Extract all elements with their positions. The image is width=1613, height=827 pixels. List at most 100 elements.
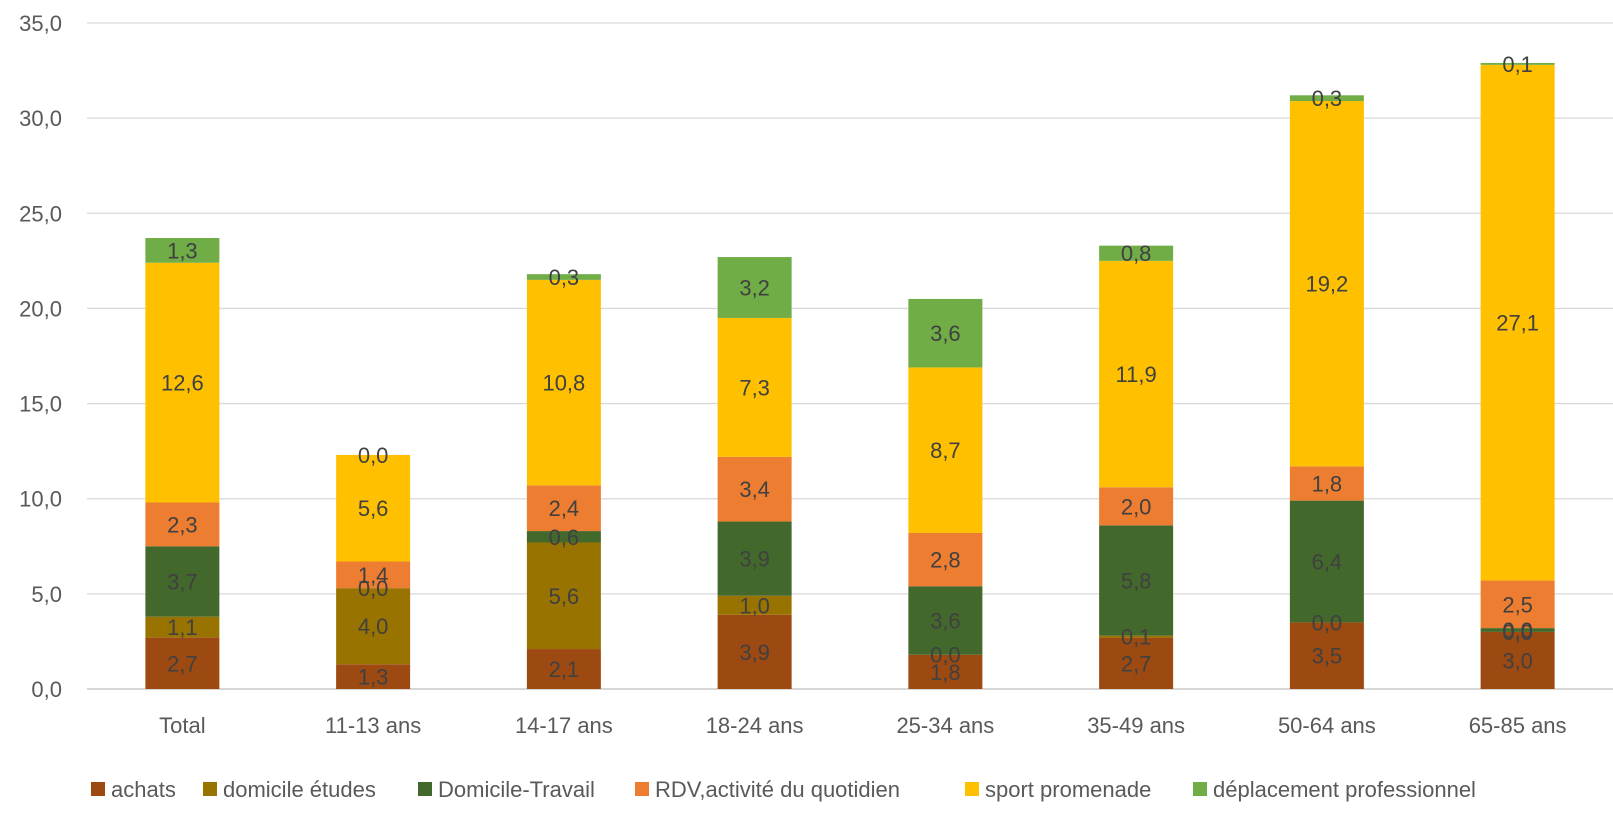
bar-segment [908, 532, 983, 587]
legend-label: déplacement professionnel [1213, 777, 1476, 802]
data-label: 19,2 [1305, 272, 1348, 297]
data-label: 1,3 [167, 238, 198, 263]
y-tick-label: 35,0 [19, 11, 62, 36]
bar-segment [1480, 62, 1555, 65]
data-label: 0,8 [1121, 241, 1152, 266]
bar-segment [526, 542, 601, 650]
bar-segment [1099, 637, 1174, 689]
data-label: 3,4 [739, 477, 770, 502]
data-label: 3,0 [1502, 648, 1533, 673]
x-axis: Total 11-13 ans 14-17 ans 18-24 ans 25-34 an… [159, 713, 1566, 738]
gridlines [87, 22, 1613, 690]
bar-segment [145, 262, 220, 503]
y-tick-label: 25,0 [19, 201, 62, 226]
bar-segment [717, 595, 792, 615]
y-tick-label: 15,0 [19, 392, 62, 417]
bar-segment [1099, 245, 1174, 261]
data-label: 6,4 [1312, 550, 1343, 575]
data-labels: 2,71,13,72,312,61,31,34,00,01,45,60,02,1… [161, 52, 1539, 690]
bar-segment [1289, 95, 1364, 102]
legend-swatch [418, 782, 432, 796]
data-label: 2,0 [1121, 494, 1152, 519]
bar-segment [717, 317, 792, 457]
data-label: 8,7 [930, 438, 961, 463]
data-label: 2,5 [1502, 592, 1533, 617]
bar-segment [336, 454, 411, 562]
data-label: 0,3 [1312, 86, 1343, 111]
data-label: 5,8 [1121, 569, 1152, 594]
bar-segment [1480, 631, 1555, 689]
legend-swatch [635, 782, 649, 796]
legend-label: sport promenade [985, 777, 1151, 802]
bar-segment [908, 367, 983, 533]
bar-segment [908, 654, 983, 689]
bar-segment [145, 546, 220, 617]
legend-swatch [1193, 782, 1207, 796]
bar-segment [1480, 628, 1555, 632]
bar-segment [1099, 635, 1174, 638]
data-label: 0,0 [930, 643, 961, 668]
bar-segment [145, 616, 220, 638]
x-tick-label: 50-64 ans [1278, 713, 1376, 738]
y-axis: 0,0 5,0 10,0 15,0 20,0 25,0 30,0 35,0 [19, 11, 62, 702]
bar-segment [1099, 487, 1174, 526]
data-label: 7,3 [739, 375, 770, 400]
bar-segment [526, 649, 601, 689]
bar-segment [145, 238, 220, 263]
legend: achats domicile études Domicile-Travail RDV… [91, 777, 1476, 802]
legend-label: Domicile-Travail [438, 777, 595, 802]
data-label: 2,7 [167, 651, 198, 676]
bar-segment [1289, 622, 1364, 689]
legend-swatch [91, 782, 105, 796]
bar-segment [336, 561, 411, 589]
legend-label: RDV,activité du quotidien [655, 777, 900, 802]
y-tick-label: 10,0 [19, 487, 62, 512]
data-label: 5,6 [358, 496, 389, 521]
bar-segment [526, 279, 601, 486]
legend-label: domicile études [223, 777, 376, 802]
bar-segment [908, 298, 983, 368]
legend-swatch [203, 782, 217, 796]
data-label: 2,7 [1121, 651, 1152, 676]
bar-segment [1480, 64, 1555, 581]
data-label: 3,2 [739, 275, 770, 300]
bar-segment [717, 456, 792, 522]
data-label: 1,0 [739, 593, 770, 618]
bar-segment [526, 485, 601, 532]
bars [145, 62, 1555, 689]
x-tick-label: Total [159, 713, 205, 738]
x-tick-label: 11-13 ans [325, 713, 421, 738]
bar-segment [1480, 580, 1555, 629]
data-label: 1,1 [167, 615, 198, 640]
bar-segment [336, 588, 411, 665]
bar-segment [717, 614, 792, 689]
x-tick-label: 14-17 ans [515, 713, 613, 738]
legend-label: achats [111, 777, 176, 802]
data-label: 0,1 [1121, 625, 1152, 650]
data-label: 2,8 [930, 548, 961, 573]
data-label: 2,3 [167, 512, 198, 537]
bar-segment [1289, 101, 1364, 467]
bar-segment [717, 521, 792, 596]
bar-segment [336, 664, 411, 689]
bar-segment [1099, 260, 1174, 488]
y-tick-label: 5,0 [31, 582, 62, 607]
bar-segment [145, 502, 220, 547]
data-label: 2,1 [549, 657, 580, 682]
data-label: 3,9 [739, 640, 770, 665]
data-label: 1,8 [930, 660, 961, 685]
bar-segment [1289, 466, 1364, 501]
data-label: 2,4 [549, 496, 580, 521]
data-label: 4,0 [358, 614, 389, 639]
data-label: 3,6 [930, 608, 961, 633]
data-label: 5,6 [549, 584, 580, 609]
data-label: 3,9 [739, 547, 770, 572]
y-tick-label: 30,0 [19, 106, 62, 131]
bar-segment [526, 531, 601, 543]
data-label: 0,0 [358, 576, 389, 601]
x-tick-label: 25-34 ans [896, 713, 994, 738]
data-label: 10,8 [542, 371, 585, 396]
bar-segment [717, 257, 792, 318]
data-label: 3,5 [1312, 644, 1343, 669]
